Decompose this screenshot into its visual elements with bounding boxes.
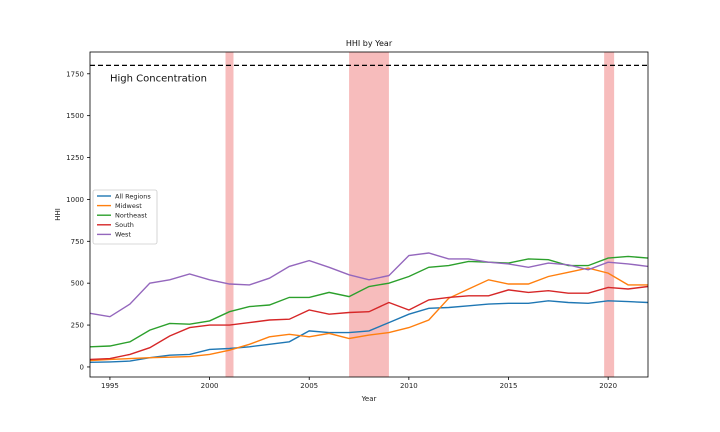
x-tick-label: 2015: [500, 382, 518, 390]
y-tick-label: 1250: [66, 154, 84, 162]
y-tick-label: 1000: [66, 196, 84, 204]
chart-title: HHI by Year: [346, 39, 393, 48]
y-tick-label: 250: [71, 322, 84, 330]
x-tick-label: 2000: [201, 382, 219, 390]
shaded-period-2: [604, 52, 615, 377]
x-tick-label: 2020: [599, 382, 617, 390]
y-tick-label: 1500: [66, 112, 84, 120]
y-tick-label: 0: [80, 363, 84, 371]
y-axis-ticks: 0 250 500 750 1000 1250 1500 1750: [66, 70, 90, 371]
series-lines: [89, 252, 649, 363]
y-tick-label: 500: [71, 280, 84, 288]
y-axis-label: HHI: [54, 208, 62, 221]
y-tick-label: 1750: [66, 70, 84, 78]
series-line-northeast: [89, 255, 649, 348]
legend-label: South: [115, 221, 134, 229]
shaded-periods: [225, 52, 615, 377]
legend-box: [92, 189, 158, 245]
series-line-south: [89, 285, 649, 361]
series-line-all-regions: [89, 300, 649, 363]
legend-label: All Regions: [115, 192, 151, 200]
threshold-label: High Concentration: [110, 73, 207, 84]
series-line-midwest: [89, 267, 648, 362]
threshold-group: High Concentration: [90, 64, 648, 84]
legend-label: West: [115, 231, 131, 239]
x-tick-label: 2005: [300, 382, 318, 390]
series-line-west: [89, 252, 649, 318]
x-tick-label: 2010: [400, 382, 418, 390]
x-axis-ticks: 1995 2000 2005 2010 2015 2020: [101, 377, 617, 390]
x-axis-label: Year: [361, 395, 377, 403]
plot-frame: [89, 51, 649, 378]
shaded-period-0: [225, 52, 234, 377]
x-tick-label: 1995: [101, 382, 119, 390]
y-tick-label: 750: [71, 238, 84, 246]
legend-label: Midwest: [115, 202, 142, 210]
legend-label: Northeast: [115, 212, 148, 220]
shaded-period-1: [349, 52, 389, 377]
